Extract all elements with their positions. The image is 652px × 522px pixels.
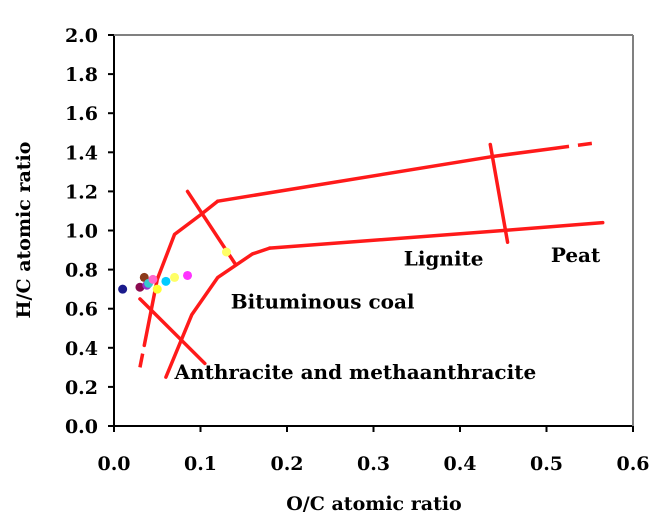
- data-point-6: [148, 274, 158, 284]
- data-point-2: [135, 282, 145, 292]
- boundary-line-2: [142, 199, 220, 348]
- y-tick-label: 0.0: [65, 416, 98, 438]
- y-tick-label: 0.4: [65, 338, 98, 360]
- x-tick-label: 0.1: [184, 453, 217, 475]
- x-tick-label: 0.6: [616, 453, 649, 475]
- x-tick-label: 0.2: [270, 453, 303, 475]
- y-tick-label: 0.8: [65, 260, 98, 282]
- y-tick-label: 1.0: [65, 221, 98, 243]
- region-label-4: Anthracite and methaanthracite: [174, 360, 537, 384]
- boundary-line-dashed-2: [138, 345, 146, 368]
- y-axis-ticks: 0.0 0.2 0.4 0.6 0.8 1.0 1.2 1.4 1.6 1.8 2.0: [65, 25, 114, 438]
- y-tick-label: 1.6: [65, 103, 98, 125]
- y-tick-label: 0.6: [65, 299, 98, 321]
- x-axis-ticks: 0.0 0.1 0.2 0.3 0.4 0.5 0.6: [97, 426, 650, 475]
- boundary-line-7: [138, 297, 207, 366]
- boundary-line-4: [164, 246, 272, 379]
- data-point-9: [170, 272, 180, 282]
- x-tick-label: 0.3: [357, 453, 390, 475]
- boundary-line-3: [267, 220, 605, 250]
- y-tick-label: 1.4: [65, 142, 98, 164]
- region-labels: Lignite Peat Bituminous coal Anthracite and…: [174, 243, 601, 384]
- data-point-10: [183, 270, 193, 280]
- y-tick-label: 1.2: [65, 181, 98, 203]
- x-tick-label: 0.4: [443, 453, 476, 475]
- x-tick-label: 0.0: [97, 453, 130, 475]
- y-tick-label: 1.8: [65, 64, 98, 86]
- coal-rank-boundaries: [138, 140, 605, 379]
- data-point-7: [152, 284, 162, 294]
- x-tick-label: 0.5: [530, 453, 563, 475]
- data-point-11: [221, 247, 231, 257]
- sample-points: [118, 247, 231, 294]
- y-tick-label: 0.2: [65, 377, 98, 399]
- data-point-1: [118, 284, 128, 294]
- x-axis-title: O/C atomic ratio: [286, 493, 461, 515]
- y-tick-label: 2.0: [65, 25, 98, 47]
- region-label-2: Peat: [551, 243, 601, 267]
- y-axis-title: H/C atomic ratio: [13, 142, 35, 319]
- boundary-line-6: [488, 142, 510, 244]
- boundary-line-dashed-1: [554, 140, 599, 150]
- data-point-8: [161, 276, 171, 286]
- boundary-line-1: [216, 146, 557, 203]
- region-label-1: Lignite: [404, 247, 484, 271]
- region-label-3: Bituminous coal: [231, 290, 415, 314]
